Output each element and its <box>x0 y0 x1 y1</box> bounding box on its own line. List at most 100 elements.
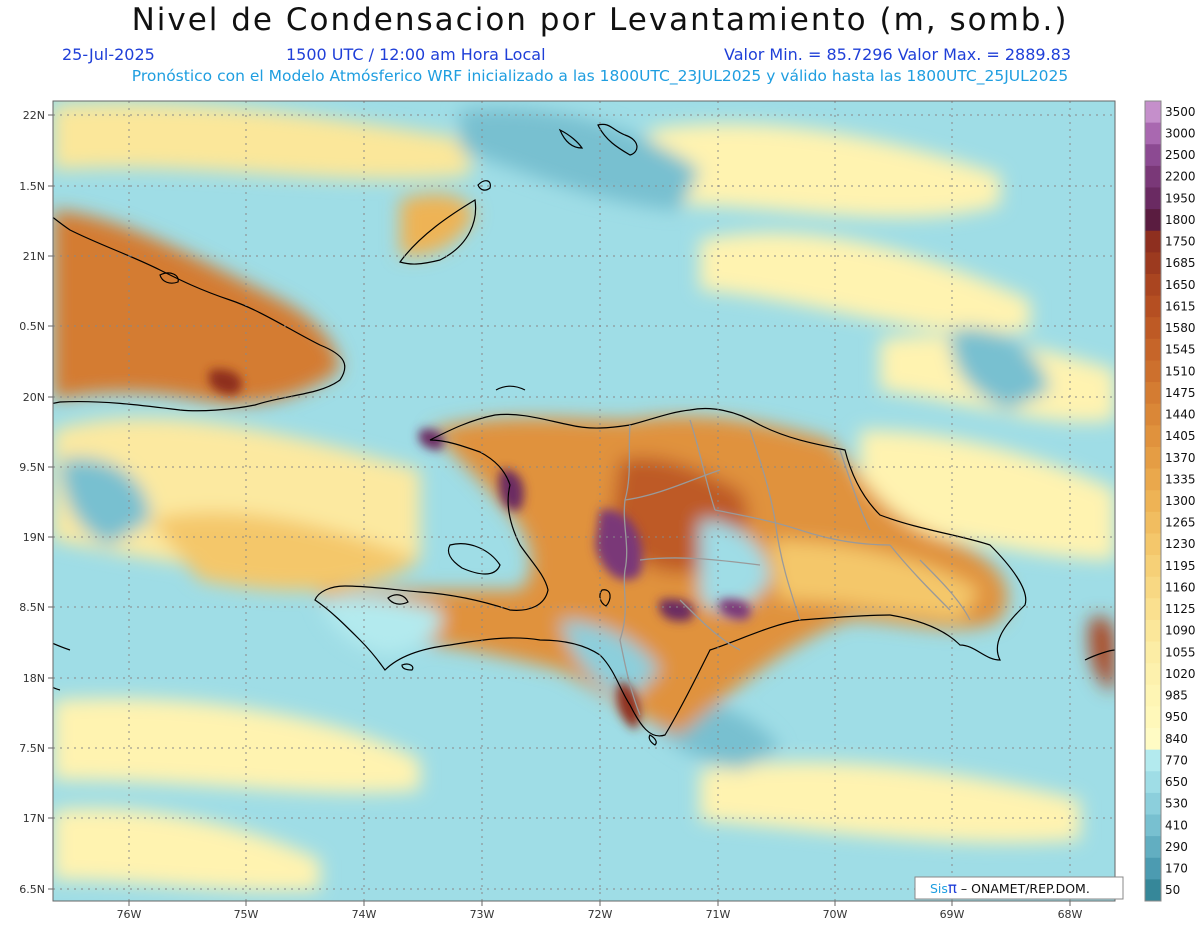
lat-label: 17N <box>23 812 45 825</box>
colorbar-label: 1335 <box>1165 472 1196 486</box>
lcl-map: 22N 1.5N 21N 0.5N 20N 9.5N 19N 8.5N 18N … <box>19 100 1196 921</box>
latitude-labels: 22N 1.5N 21N 0.5N 20N 9.5N 19N 8.5N 18N … <box>19 109 45 896</box>
longitude-labels: 76W 75W 74W 73W 72W 71W 70W 69W 68W <box>117 908 1083 921</box>
colorbar-label: 1545 <box>1165 343 1196 357</box>
lon-label: 76W <box>117 908 142 921</box>
lon-label: 75W <box>234 908 259 921</box>
lat-label: 22N <box>23 109 45 122</box>
colorbar-swatch <box>1145 728 1161 751</box>
colorbar-swatch <box>1145 122 1161 145</box>
colorbar-swatch <box>1145 836 1161 859</box>
lat-label: 6.5N <box>19 883 45 896</box>
colorbar-label: 2200 <box>1165 170 1196 184</box>
colorbar-swatch <box>1145 771 1161 794</box>
colorbar-swatch <box>1145 338 1161 361</box>
colorbar-swatch <box>1145 446 1161 470</box>
lat-label: 8.5N <box>19 601 45 614</box>
colorbar-swatch <box>1145 533 1161 556</box>
colorbar-label: 1685 <box>1165 256 1196 270</box>
coastlines <box>53 123 1115 746</box>
colorbar-swatch <box>1145 706 1161 729</box>
colorbar-swatch <box>1145 252 1161 275</box>
colorbar-label: 1615 <box>1165 299 1196 313</box>
colorbar-label: 1125 <box>1165 602 1196 616</box>
colorbar-label: 1195 <box>1165 559 1196 573</box>
colorbar-label: 985 <box>1165 689 1188 703</box>
lon-label: 73W <box>470 908 495 921</box>
value-range: Valor Min. = 85.7296 Valor Max. = 2889.8… <box>724 45 1072 64</box>
colorbar-label: 1230 <box>1165 537 1196 551</box>
credit-prefix: Sis <box>930 881 948 896</box>
colorbar-label: 1475 <box>1165 386 1196 400</box>
lat-label: 1.5N <box>19 180 45 193</box>
colorbar-swatch <box>1145 857 1161 880</box>
credit-suffix: – ONAMET/REP.DOM. <box>957 881 1090 896</box>
colorbar-label: 1950 <box>1165 191 1196 205</box>
colorbar-swatch <box>1145 403 1161 426</box>
colorbar-swatch <box>1145 511 1161 534</box>
colorbar-label: 840 <box>1165 732 1188 746</box>
shaded-field <box>53 101 1115 901</box>
colorbar-label: 1580 <box>1165 321 1196 335</box>
colorbar-label: 1440 <box>1165 408 1196 422</box>
credit-box: Sisπ – ONAMET/REP.DOM. <box>914 876 1124 900</box>
colorbar-swatch <box>1145 165 1161 188</box>
colorbar-swatch <box>1145 663 1161 686</box>
colorbar-label: 1160 <box>1165 580 1196 594</box>
colorbar-label: 1300 <box>1165 494 1196 508</box>
colorbar-swatch <box>1145 144 1161 167</box>
colorbar-label: 2500 <box>1165 148 1196 162</box>
colorbar: 3500 3000 2500 2200 1950 1800 1750 1685 1650 1615… <box>1144 100 1196 902</box>
colorbar-swatch <box>1145 382 1161 405</box>
colorbar-label: 650 <box>1165 775 1188 789</box>
colorbar-swatch <box>1145 619 1161 643</box>
colorbar-label: 170 <box>1165 862 1188 876</box>
colorbar-label: 1090 <box>1165 624 1196 638</box>
colorbar-label: 1055 <box>1165 645 1196 659</box>
pi-icon: π <box>948 879 957 897</box>
lat-label: 9.5N <box>19 461 45 474</box>
colorbar-swatch <box>1145 187 1161 210</box>
lat-label: 19N <box>23 531 45 544</box>
graticule <box>53 101 1115 901</box>
plot-frame <box>52 100 1116 902</box>
colorbar-swatch <box>1145 425 1161 448</box>
lat-label: 0.5N <box>19 320 45 333</box>
colorbar-label: 950 <box>1165 710 1188 724</box>
colorbar-swatch <box>1145 749 1161 772</box>
lon-label: 72W <box>588 908 613 921</box>
colorbar-swatch <box>1145 814 1161 837</box>
colorbar-swatch <box>1145 684 1161 707</box>
svg-text:Sisπ – ONAMET/REP.DOM.: Sisπ – ONAMET/REP.DOM. <box>930 879 1090 897</box>
colorbar-label: 290 <box>1165 840 1188 854</box>
colorbar-label: 3500 <box>1165 105 1196 119</box>
colorbar-swatch <box>1145 490 1161 513</box>
forecast-info: Pronóstico con el Modelo Atmósferico WRF… <box>131 67 1069 85</box>
colorbar-swatch <box>1145 101 1161 124</box>
lat-label: 21N <box>23 250 45 263</box>
lat-label: 18N <box>23 672 45 685</box>
colorbar-swatch <box>1145 879 1161 902</box>
colorbar-label: 1510 <box>1165 364 1196 378</box>
colorbar-frame <box>1144 100 1162 902</box>
province-borders <box>619 419 971 716</box>
colorbar-swatch <box>1145 273 1161 297</box>
colorbar-swatch <box>1145 792 1161 816</box>
colorbar-swatch <box>1145 468 1161 491</box>
colorbar-swatch <box>1145 576 1161 599</box>
colorbar-swatch <box>1145 295 1161 318</box>
valid-date: 25-Jul-2025 <box>62 45 155 64</box>
lon-label: 71W <box>706 908 731 921</box>
colorbar-label: 1405 <box>1165 429 1196 443</box>
colorbar-label: 1650 <box>1165 278 1196 292</box>
colorbar-label: 1370 <box>1165 451 1196 465</box>
colorbar-label: 1800 <box>1165 213 1196 227</box>
lon-label: 70W <box>823 908 848 921</box>
colorbar-swatch <box>1145 641 1161 664</box>
colorbar-label: 1265 <box>1165 516 1196 530</box>
colorbar-label: 50 <box>1165 883 1180 897</box>
colorbar-swatch <box>1145 555 1161 578</box>
lat-label: 20N <box>23 391 45 404</box>
colorbar-label: 410 <box>1165 818 1188 832</box>
colorbar-swatch <box>1145 209 1161 232</box>
